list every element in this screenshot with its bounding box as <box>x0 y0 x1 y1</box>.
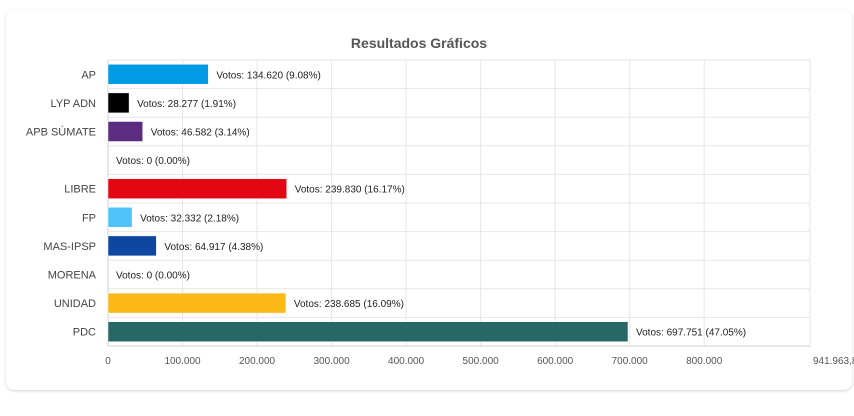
bar <box>107 178 287 199</box>
x-tick-label: 200.000 <box>239 356 276 367</box>
bar <box>107 292 287 314</box>
bar <box>107 321 629 342</box>
data-label: Votos: 0 (0.00%) <box>116 156 190 167</box>
bar <box>107 121 143 142</box>
data-label: Votos: 46.582 (3.14%) <box>151 128 250 139</box>
data-label: Votos: 0 (0.00%) <box>116 271 190 282</box>
data-label: Votos: 134.620 (9.08%) <box>216 70 321 81</box>
bar <box>107 92 130 114</box>
category-labels: AP LYP ADN APB SÚMATE LIBRE FP MAS-IPSP MORENA… <box>26 69 97 338</box>
x-tick-label: 500.000 <box>463 356 500 367</box>
x-axis-ticks: 0 100.000 200.000 300.000 400.000 500.000 600.… <box>105 356 854 367</box>
bar <box>107 235 157 257</box>
x-tick-label: 700.000 <box>612 356 649 367</box>
data-label: Votos: 697.751 (47.05%) <box>636 328 746 339</box>
category-label: MORENA <box>48 270 97 282</box>
x-tick-label: 800.000 <box>686 356 723 367</box>
x-tick-label: 100.000 <box>164 356 201 367</box>
data-label: Votos: 238.685 (16.09%) <box>294 299 404 310</box>
category-label: AP <box>81 69 96 81</box>
data-label: Votos: 32.332 (2.18%) <box>140 213 239 224</box>
chart-title: Resultados Gráficos <box>351 35 487 51</box>
bar <box>107 64 209 85</box>
category-label: LIBRE <box>64 184 96 196</box>
category-label: PDC <box>73 327 96 339</box>
category-label: FP <box>82 212 96 224</box>
data-label: Votos: 64.917 (4.38%) <box>164 242 263 253</box>
bars <box>107 64 629 342</box>
data-label: Votos: 239.830 (16.17%) <box>295 185 405 196</box>
x-tick-label: 400.000 <box>388 356 425 367</box>
x-tick-label: 0 <box>105 356 111 367</box>
bar <box>107 207 133 228</box>
x-tick-label: 600.000 <box>537 356 574 367</box>
category-label: APB SÚMATE <box>26 126 96 139</box>
category-label: LYP ADN <box>51 98 97 110</box>
x-tick-label: 300.000 <box>313 356 350 367</box>
x-tick-label: 941.963,85 <box>813 356 854 367</box>
category-label: MAS-IPSP <box>43 241 96 253</box>
category-label: UNIDAD <box>54 298 96 310</box>
grid-lines <box>107 59 811 347</box>
data-label: Votos: 28.277 (1.91%) <box>137 99 236 110</box>
data-labels: Votos: 134.620 (9.08%) Votos: 28.277 (1.9… <box>116 70 746 338</box>
